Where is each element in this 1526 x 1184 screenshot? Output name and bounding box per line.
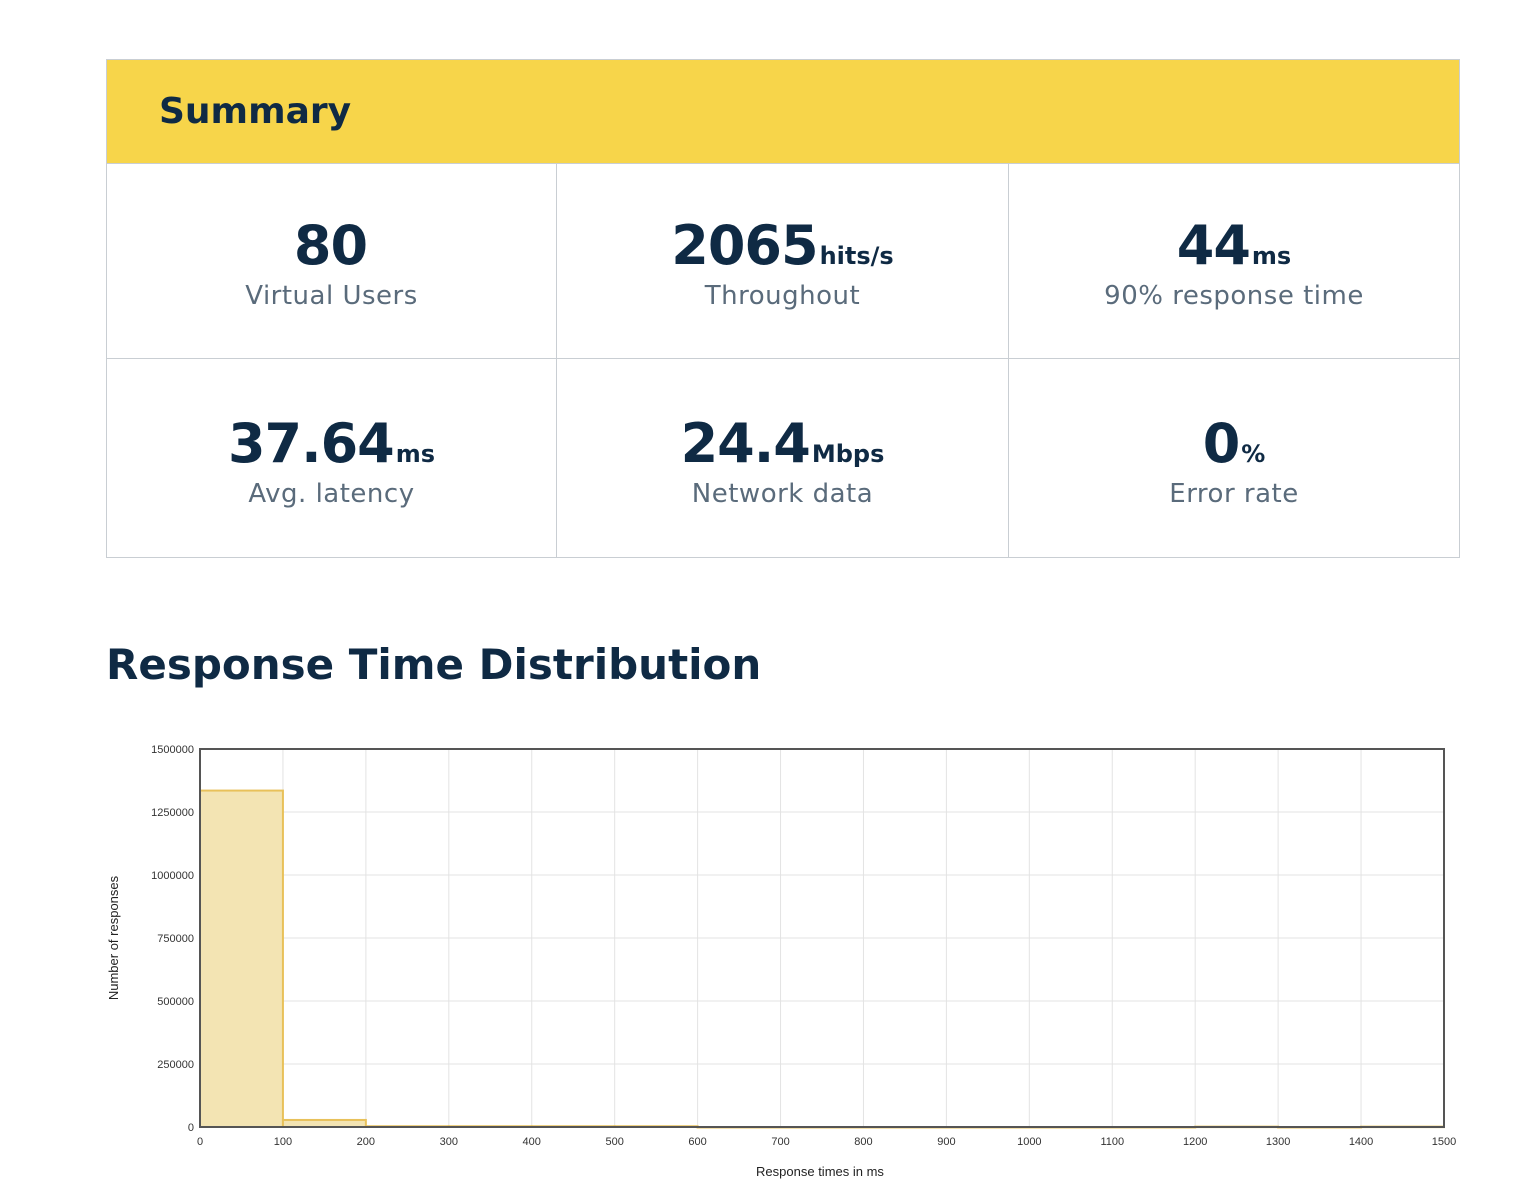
x-tick-label: 1300	[1266, 1136, 1290, 1148]
plot-frame	[199, 748, 1445, 1128]
stat-value: 0	[1202, 411, 1241, 475]
stat-network-data: 24.4 Mbps Network data	[557, 359, 1009, 558]
y-tick-label: 1500000	[151, 744, 194, 756]
x-tick-label: 200	[357, 1136, 375, 1148]
stat-label: Avg. latency	[248, 478, 415, 509]
stat-90-response-time: 44 ms 90% response time	[1009, 164, 1459, 359]
x-tick-label: 800	[854, 1136, 872, 1148]
stat-unit: hits/s	[819, 242, 894, 270]
x-tick-label: 1000	[1017, 1136, 1041, 1148]
stat-label: Error rate	[1169, 478, 1299, 509]
y-tick-label: 250000	[157, 1059, 194, 1071]
x-tick-label: 500	[605, 1136, 623, 1148]
stat-avg-latency: 37.64 ms Avg. latency	[107, 359, 557, 558]
stat-label: Throughout	[704, 281, 861, 311]
histogram-bar	[281, 1118, 367, 1128]
x-tick-label: 1100	[1100, 1136, 1124, 1148]
y-tick-label: 1000000	[151, 870, 194, 882]
stat-value: 2065	[671, 214, 818, 277]
histogram-bar	[199, 789, 284, 1129]
stat-unit: Mbps	[811, 439, 885, 468]
y-tick-label: 500000	[157, 996, 194, 1008]
stat-unit: ms	[1251, 242, 1292, 270]
x-tick-label: 900	[937, 1136, 955, 1148]
stats-grid: 80 Virtual Users 2065 hits/s Throughout …	[107, 164, 1459, 558]
y-tick-label: 1250000	[151, 807, 194, 819]
x-tick-label: 1500	[1432, 1136, 1456, 1148]
x-tick-label: 300	[440, 1136, 458, 1148]
stat-label: Network data	[691, 478, 874, 509]
summary-title: Summary	[159, 91, 352, 132]
x-tick-label: 1200	[1183, 1136, 1207, 1148]
section-title-distribution: Response Time Distribution	[106, 640, 762, 689]
x-tick-label: 0	[197, 1136, 203, 1148]
stat-label: Virtual Users	[245, 281, 418, 311]
x-tick-label: 100	[274, 1136, 292, 1148]
y-tick-label: 750000	[157, 933, 194, 945]
x-tick-label: 700	[771, 1136, 789, 1148]
stat-value: 44	[1176, 214, 1251, 277]
x-tick-label: 1400	[1349, 1136, 1373, 1148]
y-tick-label: 0	[188, 1122, 194, 1134]
stat-value: 37.64	[227, 411, 395, 475]
x-tick-label: 600	[688, 1136, 706, 1148]
x-tick-label: 400	[523, 1136, 541, 1148]
stat-virtual-users: 80 Virtual Users	[107, 164, 557, 359]
y-axis-title: Number of responses	[106, 875, 121, 1000]
stat-label: 90% response time	[1104, 281, 1364, 311]
stat-unit: ms	[395, 439, 436, 468]
x-axis-title: Response times in ms	[756, 1164, 884, 1179]
stat-error-rate: 0 % Error rate	[1009, 359, 1459, 558]
stat-throughput: 2065 hits/s Throughout	[557, 164, 1009, 359]
stat-value: 80	[293, 214, 368, 277]
stat-value: 24.4	[680, 411, 811, 475]
summary-header: Summary	[107, 60, 1459, 164]
summary-panel: Summary 80 Virtual Users 2065 hits/s Thr…	[106, 59, 1460, 558]
stat-unit: %	[1241, 439, 1266, 468]
